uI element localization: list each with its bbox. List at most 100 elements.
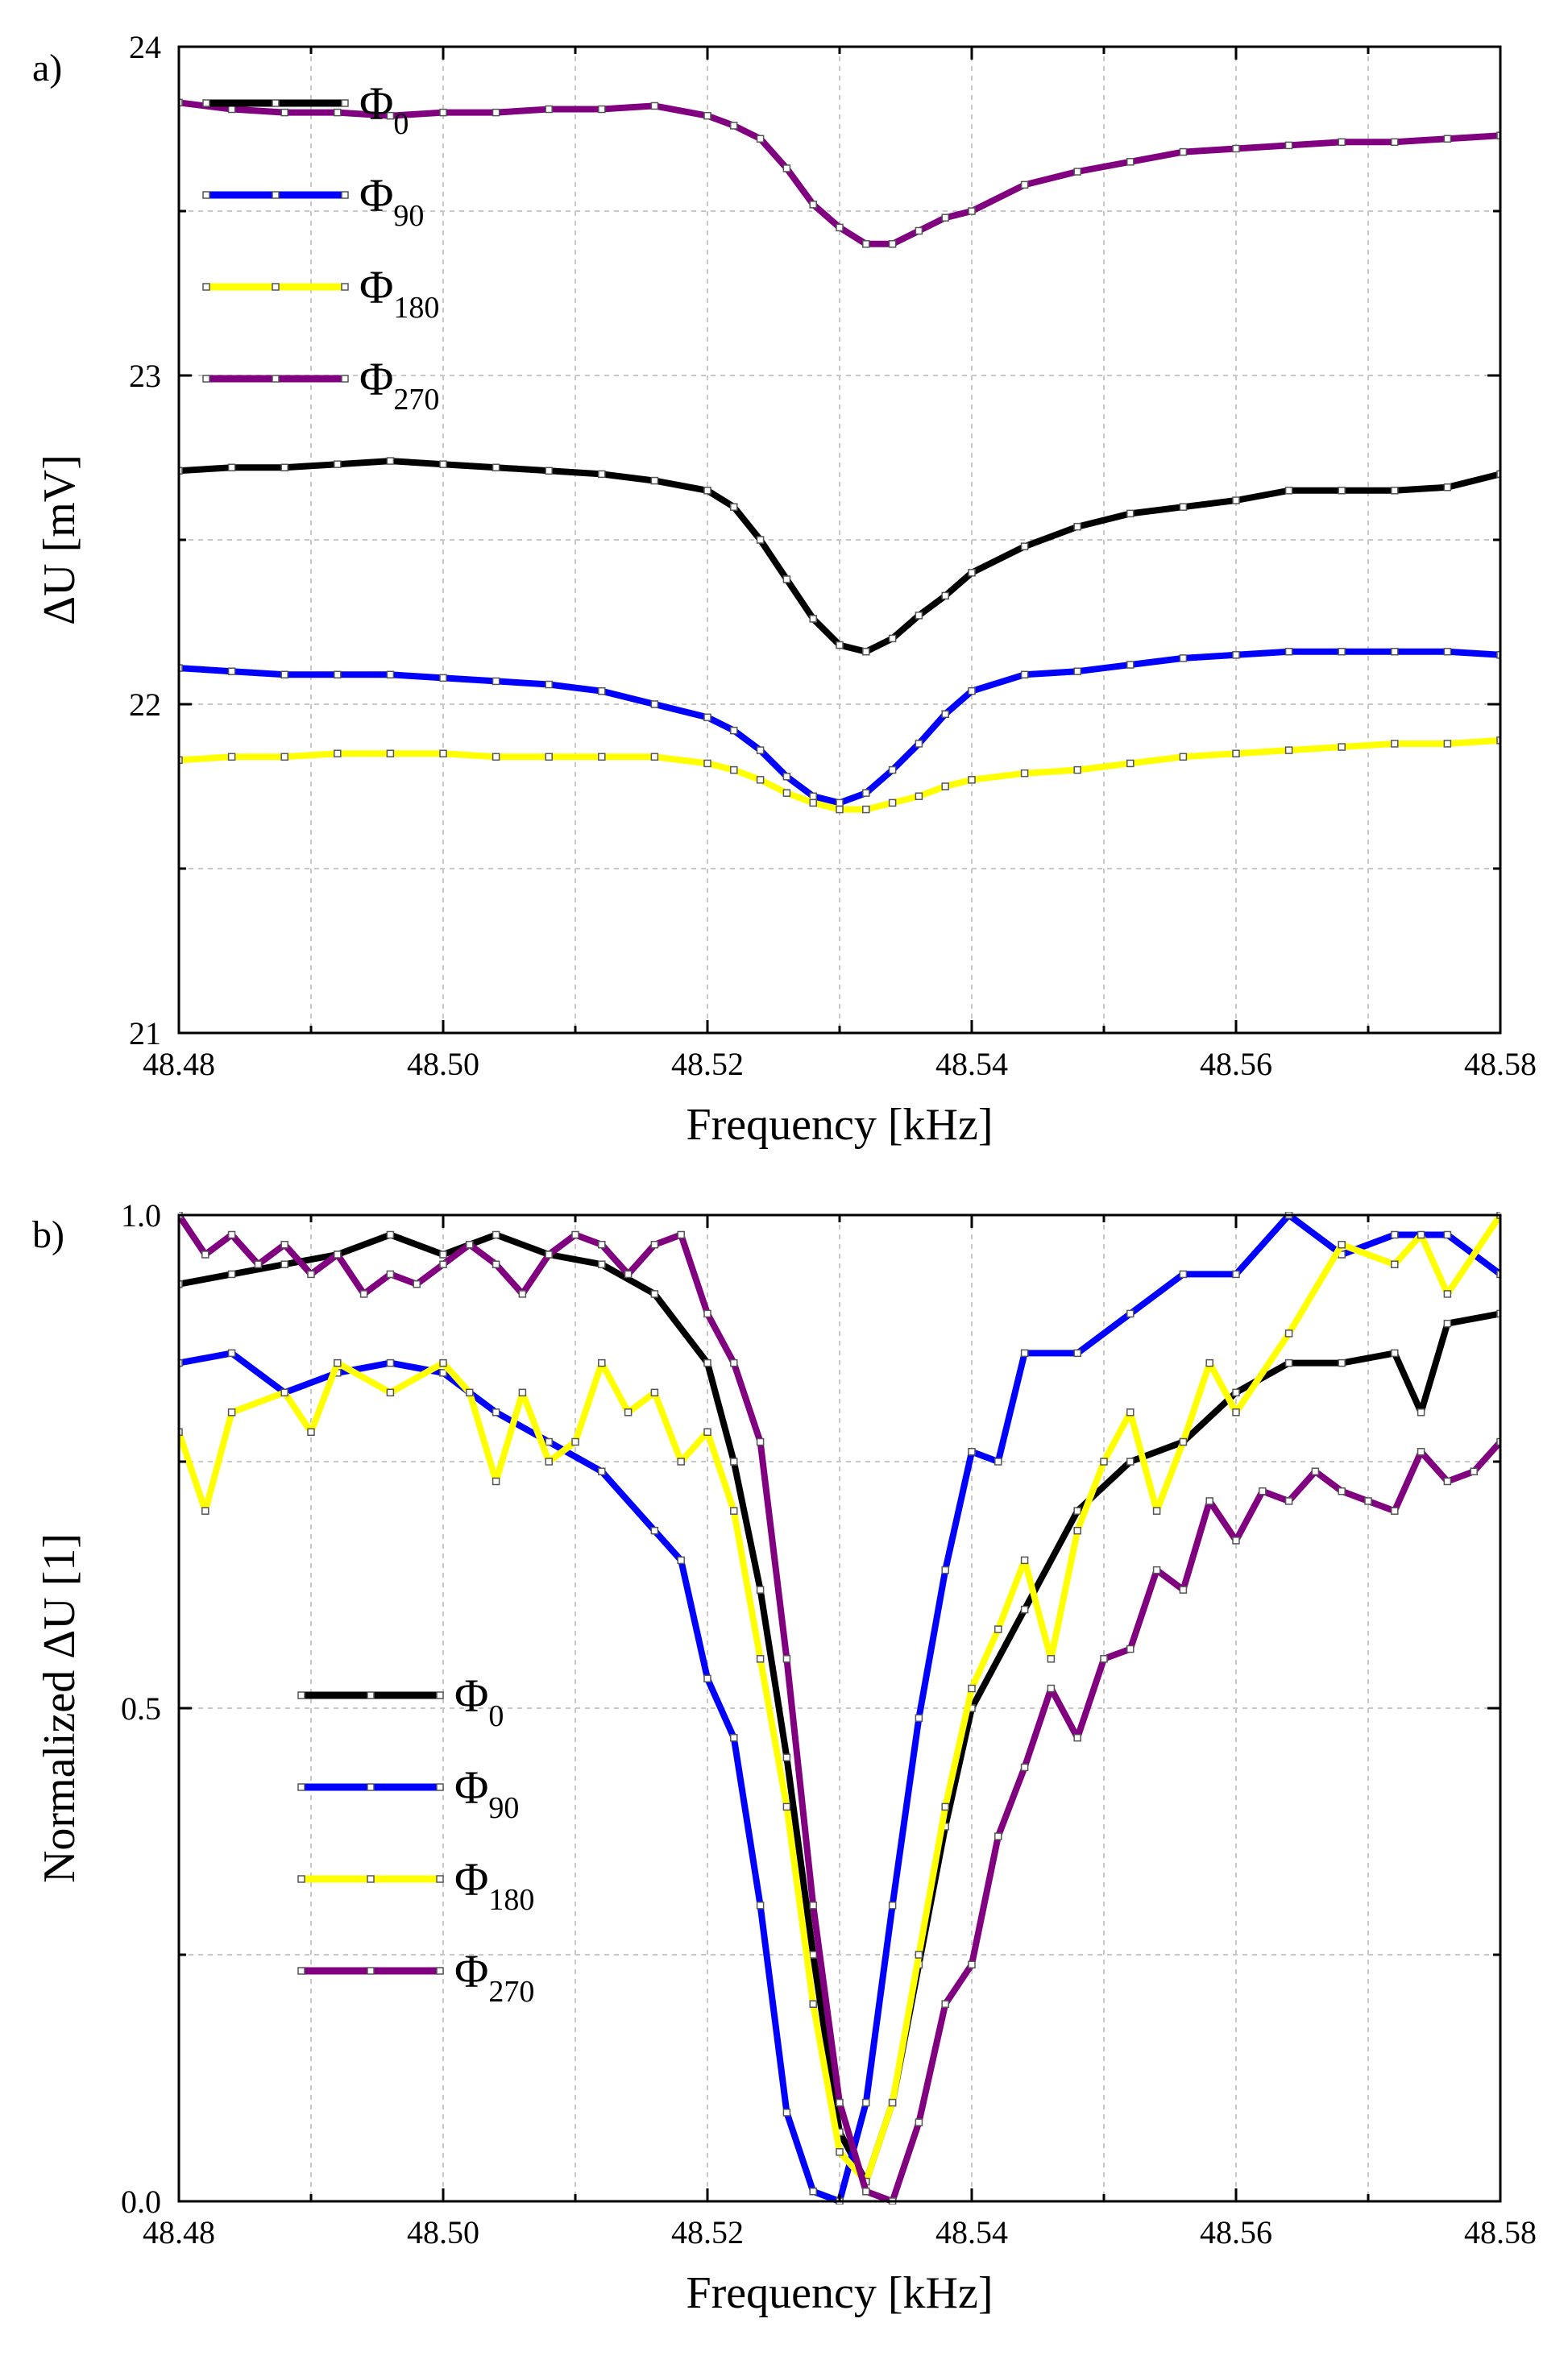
data-point-phi270	[650, 1240, 659, 1249]
data-point-phi270	[1496, 131, 1500, 139]
data-point-phi90	[227, 1349, 236, 1358]
legend-subscript: 270	[488, 1975, 534, 2009]
y-tick-label: 1.0	[121, 1197, 161, 1234]
data-point-phi270	[703, 1309, 711, 1318]
legend-label-phi180: Φ180	[454, 1853, 534, 1917]
data-point-phi0	[703, 1358, 711, 1367]
x-tick-label: 48.54	[935, 2214, 1008, 2250]
legend-subscript: 180	[488, 1883, 534, 1917]
data-point-phi180	[1179, 1437, 1188, 1446]
data-point-phi270	[941, 2000, 949, 2008]
data-point-phi180	[836, 2148, 844, 2156]
data-point-phi270	[334, 108, 342, 117]
data-point-phi270	[254, 1260, 263, 1268]
data-point-phi90	[756, 1902, 765, 1910]
data-point-phi90	[782, 773, 791, 781]
data-point-phi270	[466, 1240, 474, 1249]
data-point-phi270	[1126, 1645, 1135, 1653]
data-point-phi270	[1232, 144, 1240, 153]
data-point-phi0	[439, 1251, 447, 1259]
data-point-phi270	[545, 1251, 553, 1259]
data-point-phi180	[994, 1625, 1002, 1633]
data-point-phi0	[1338, 1358, 1346, 1367]
series-line-phi0	[179, 458, 1500, 655]
data-point-phi0	[809, 1951, 817, 1959]
data-point-phi180	[1391, 740, 1399, 748]
data-point-phi90	[650, 1526, 659, 1535]
data-point-phi270	[386, 1270, 395, 1279]
data-point-phi270	[994, 1832, 1002, 1840]
data-point-phi270	[307, 1270, 315, 1279]
data-point-phi270	[1443, 1477, 1452, 1486]
data-point-phi180	[624, 1408, 633, 1417]
legend-subscript: 90	[393, 199, 424, 233]
data-point-phi0	[227, 463, 236, 471]
data-point-phi90	[1126, 661, 1135, 669]
data-point-phi90	[703, 1674, 711, 1683]
data-point-phi90	[915, 740, 923, 748]
data-point-phi90	[756, 746, 765, 754]
data-point-phi0	[968, 569, 976, 577]
data-point-phi90	[968, 1448, 976, 1456]
y-axis: 21 22 23 24	[129, 29, 1500, 1051]
data-point-phi0	[227, 1270, 236, 1279]
data-point-phi90	[545, 680, 553, 689]
legend-marker	[341, 375, 349, 383]
data-point-phi90	[1179, 1270, 1188, 1279]
data-point-phi180	[179, 756, 183, 765]
x-tick-label: 48.48	[143, 2214, 215, 2250]
legend-marker	[297, 1783, 305, 1791]
data-point-phi0	[1443, 483, 1452, 492]
data-point-phi270	[598, 1240, 606, 1249]
data-point-phi0	[1391, 1349, 1399, 1358]
legend-marker	[272, 99, 280, 107]
data-point-phi0	[179, 467, 183, 475]
data-point-phi270	[836, 2098, 844, 2107]
data-point-phi270	[1338, 1487, 1346, 1495]
data-point-phi270	[968, 1960, 976, 1968]
legend-subscript: 0	[393, 107, 409, 141]
data-point-phi90	[862, 789, 870, 797]
data-point-phi90	[227, 667, 236, 675]
data-point-phi270	[968, 207, 976, 215]
data-point-phi270	[179, 98, 183, 107]
data-point-phi90	[994, 1458, 1002, 1466]
data-point-phi180	[1232, 1408, 1240, 1417]
data-point-phi0	[1443, 1319, 1452, 1328]
panel-label: a)	[32, 47, 62, 89]
chart-panel-b: 48.48 48.50 48.52 48.54 48.56 48.58 0.0 0.5 1.0 F…	[32, 1197, 1537, 2318]
data-point-phi270	[1470, 1467, 1478, 1475]
legend-marker	[341, 283, 349, 291]
data-point-phi180	[1020, 769, 1029, 778]
data-point-phi180	[730, 1507, 738, 1515]
x-tick-label: 48.54	[935, 1046, 1008, 1082]
data-point-phi180	[941, 782, 949, 790]
y-tick-label: 22	[129, 686, 161, 723]
data-point-phi180	[598, 1358, 606, 1367]
data-point-phi180	[1338, 743, 1346, 751]
data-point-phi270	[492, 1260, 500, 1268]
data-point-phi180	[571, 1437, 579, 1446]
data-point-phi0	[1232, 1388, 1240, 1397]
data-point-phi180	[227, 1408, 236, 1417]
data-point-phi0	[1338, 487, 1346, 495]
data-point-phi0	[1020, 1605, 1029, 1614]
data-point-phi180	[386, 749, 395, 757]
data-point-phi0	[179, 1280, 183, 1288]
data-point-phi270	[809, 1902, 817, 1910]
legend-marker	[272, 375, 280, 383]
x-tick-label: 48.48	[143, 1046, 215, 1082]
data-point-phi90	[730, 1733, 738, 1742]
x-tick-label: 48.56	[1200, 1046, 1272, 1082]
data-point-phi270	[571, 1230, 579, 1239]
data-point-phi180	[650, 1388, 659, 1397]
legend-marker	[272, 283, 280, 291]
data-point-phi90	[439, 674, 447, 682]
data-point-phi270	[915, 226, 923, 235]
data-point-phi270	[439, 1260, 447, 1268]
data-point-phi0	[650, 476, 659, 485]
data-point-phi180	[307, 1428, 315, 1437]
data-point-phi90	[545, 1437, 553, 1446]
data-point-phi90	[1391, 1230, 1399, 1239]
